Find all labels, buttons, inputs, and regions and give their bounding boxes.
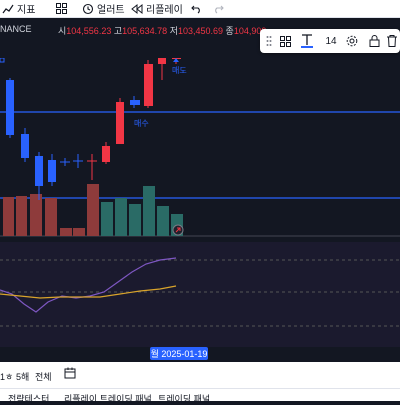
timeframe-5[interactable]: 5해 xyxy=(16,372,30,382)
ohlc-legend: 시104,556.23 고105,634.78 저103,450.69 종104… xyxy=(58,24,266,37)
top-toolbar: 지표 얼러트 리플레이 xyxy=(0,0,400,18)
text-icon xyxy=(301,34,313,48)
high-key: 고 xyxy=(113,26,123,36)
volume-bar xyxy=(143,186,155,236)
volume-bar xyxy=(16,196,27,236)
alert-clock-icon xyxy=(82,3,94,14)
drag-handle[interactable] xyxy=(264,33,274,49)
close-key: 종 xyxy=(225,26,234,36)
chart-line-icon xyxy=(2,4,14,13)
candle[interactable] xyxy=(48,160,56,182)
text-color-button[interactable] xyxy=(300,33,314,49)
font-size-select[interactable]: 14 xyxy=(325,35,337,47)
rsi-ma-line xyxy=(0,285,177,299)
replay-cursor-arrow xyxy=(175,227,181,233)
bottom-tabs: 전략테스터 리플레이 트레이딩 패널 트레이딩 패널 xyxy=(0,388,400,404)
calendar-icon xyxy=(64,367,76,379)
volume-bar xyxy=(45,198,57,236)
candle[interactable] xyxy=(116,102,124,144)
alert-button[interactable]: 얼러트 xyxy=(82,2,125,16)
grid-icon xyxy=(56,3,67,14)
timeframe-bar: 1ㅎ 5해 전체 xyxy=(0,362,400,388)
low-value: 103,450.69 xyxy=(177,26,224,36)
selection-handle[interactable] xyxy=(0,58,5,63)
date-range-button[interactable] xyxy=(64,367,76,381)
trash-icon xyxy=(387,35,397,47)
drag-handle-icon xyxy=(266,36,272,46)
candle[interactable] xyxy=(6,80,14,135)
redo-button[interactable] xyxy=(213,2,224,15)
high-value: 105,634.78 xyxy=(122,26,168,36)
rsi-pane[interactable] xyxy=(0,242,400,347)
delete-button[interactable] xyxy=(386,33,398,49)
candle[interactable] xyxy=(158,58,166,64)
close-value: 104,909 xyxy=(233,26,267,36)
volume-bar xyxy=(129,204,141,236)
undo-button[interactable] xyxy=(191,2,202,15)
alert-label: 얼러트 xyxy=(97,5,125,16)
replay-label: 리플레이 xyxy=(146,5,183,16)
template-button[interactable] xyxy=(278,33,292,49)
candle[interactable] xyxy=(172,58,181,59)
volume-bar xyxy=(115,198,127,236)
lock-button[interactable] xyxy=(367,33,381,49)
volume-bar xyxy=(87,184,99,236)
tab-replay-trading-panel[interactable]: 리플레이 트레이딩 패널 xyxy=(64,394,152,404)
volume-bar xyxy=(73,228,85,236)
open-key: 시 xyxy=(58,26,67,36)
price-chart[interactable]: 매도 매수 xyxy=(0,58,400,240)
volume-bar xyxy=(157,206,169,236)
tab-strategy-tester[interactable]: 전략테스터 xyxy=(8,394,50,404)
timeframe-1[interactable]: 1ㅎ xyxy=(0,372,14,382)
indicators-label: 지표 xyxy=(17,5,36,16)
replay-button[interactable]: 리플레이 xyxy=(131,2,183,16)
replay-icon xyxy=(131,3,143,14)
volume-bar xyxy=(3,197,14,236)
sell-marker-arrow xyxy=(173,58,179,62)
settings-button[interactable] xyxy=(345,33,359,49)
sell-marker-label: 매도 xyxy=(172,66,187,75)
layout-button[interactable] xyxy=(56,2,67,15)
lock-icon xyxy=(369,35,379,47)
redo-icon xyxy=(215,5,224,14)
candle[interactable] xyxy=(130,100,140,105)
low-key: 저 xyxy=(169,26,178,36)
settings-icon xyxy=(346,35,358,47)
candle[interactable] xyxy=(144,64,153,106)
tab-trading-panel[interactable]: 트레이딩 패널 xyxy=(158,394,211,404)
candle[interactable] xyxy=(21,134,29,158)
volume-bar xyxy=(30,194,42,236)
crosshair-date-label: 월 2025-01-19 xyxy=(150,347,208,360)
indicators-button[interactable]: 지표 xyxy=(2,2,36,16)
candle[interactable] xyxy=(35,156,43,186)
drawing-toolbar: 14 xyxy=(260,29,400,53)
buy-marker-label: 매수 xyxy=(134,119,149,128)
grid-icon xyxy=(279,35,291,47)
volume-bar xyxy=(101,202,113,236)
open-value: 104,556.23 xyxy=(66,26,112,36)
undo-icon xyxy=(191,5,200,14)
symbol-exchange: NANCE xyxy=(0,24,32,34)
volume-bar xyxy=(60,228,72,236)
rsi-background xyxy=(0,242,400,347)
timeframe-all[interactable]: 전체 xyxy=(35,372,52,382)
candle[interactable] xyxy=(102,146,110,162)
